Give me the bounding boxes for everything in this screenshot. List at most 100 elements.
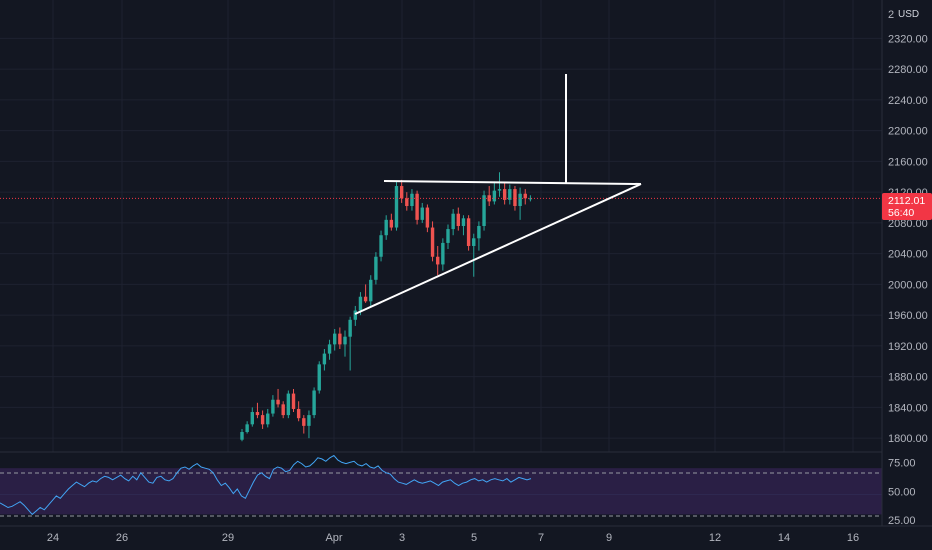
- currency-label[interactable]: USD: [898, 9, 919, 20]
- candle-body: [374, 256, 378, 280]
- candle-body: [333, 333, 337, 345]
- time-tick-label: 9: [606, 532, 612, 544]
- candle-body: [502, 189, 507, 200]
- time-tick-label: 3: [399, 532, 405, 544]
- candle-body: [394, 186, 399, 228]
- candle-body: [312, 390, 316, 416]
- candle-body: [317, 364, 321, 391]
- candle-body: [266, 413, 270, 425]
- candle-body: [250, 412, 254, 425]
- price-tick-label: 2200.00: [888, 126, 928, 138]
- candle-body: [302, 418, 306, 426]
- candle-body: [405, 198, 409, 207]
- rsi-axis[interactable]: 25.00 50.00 75.00: [888, 457, 916, 527]
- rsi-band: [0, 468, 882, 515]
- candle-body: [271, 399, 275, 414]
- time-tick-label: 24: [47, 532, 59, 544]
- last-price-badge-box: [882, 193, 932, 220]
- time-tick-label: 29: [222, 532, 234, 544]
- candle-body: [425, 207, 430, 228]
- time-tick-label: 16: [847, 532, 859, 544]
- triangle-resistance-line[interactable]: [383, 180, 642, 185]
- candle-body: [240, 432, 244, 440]
- candle-body: [472, 238, 476, 246]
- candle-body: [477, 226, 481, 239]
- price-tick-label: 2240.00: [888, 95, 928, 107]
- candle-body: [456, 213, 460, 226]
- rsi-tick-label: 75.00: [888, 457, 916, 469]
- triangle-pattern[interactable]: [354, 74, 642, 315]
- price-axis-top-label: 2: [888, 9, 894, 21]
- candle-body: [307, 415, 311, 426]
- rsi-line: [0, 454, 532, 516]
- price-tick-label: 2160.00: [888, 156, 928, 168]
- price-tick-label: 2080.00: [888, 218, 928, 230]
- candle-body: [399, 186, 404, 199]
- countdown-timer: 56:40: [888, 207, 914, 219]
- last-price-badge: 2112.01 56:40: [882, 193, 932, 220]
- candle-body: [260, 415, 265, 425]
- candle-body: [466, 218, 471, 246]
- price-tick-label: 1920.00: [888, 341, 928, 353]
- price-tick-label: 2040.00: [888, 249, 928, 261]
- candle-body: [389, 219, 394, 228]
- candle-body: [369, 279, 373, 302]
- grid-lines: [0, 0, 882, 452]
- candle-body: [281, 404, 285, 416]
- candle-body: [348, 319, 352, 337]
- price-tick-label: 1960.00: [888, 310, 928, 322]
- time-axis[interactable]: 24 26 29 Apr 3 5 7 9 12 14 16: [47, 532, 859, 544]
- time-tick-label: 7: [538, 532, 544, 544]
- candle-body: [255, 412, 260, 416]
- candle-body: [286, 393, 291, 416]
- price-tick-label: 2280.00: [888, 64, 928, 76]
- candle-body: [363, 296, 368, 302]
- candle-body: [353, 310, 357, 320]
- candle-body: [358, 296, 363, 311]
- time-tick-label: 12: [709, 532, 721, 544]
- last-price-value: 2112.01: [888, 195, 925, 207]
- price-tick-label: 1840.00: [888, 402, 928, 414]
- price-tick-label: 1880.00: [888, 372, 928, 384]
- candle-body: [296, 408, 301, 419]
- price-tick-label: 2000.00: [888, 279, 928, 291]
- candle-body: [451, 213, 455, 230]
- candle-body: [327, 344, 332, 354]
- candle-body: [343, 336, 347, 345]
- candle-body: [410, 193, 414, 207]
- rsi-tick-label: 25.00: [888, 515, 916, 527]
- candle-body: [446, 229, 450, 243]
- candles-group: [240, 172, 533, 442]
- candle-body: [415, 193, 419, 220]
- time-tick-label: Apr: [325, 532, 342, 544]
- candle-body: [492, 190, 497, 202]
- candle-body: [338, 333, 342, 345]
- time-tick-label: 5: [471, 532, 477, 544]
- candle-body: [482, 195, 486, 226]
- candle-body: [322, 353, 327, 365]
- candle-body: [291, 393, 296, 409]
- candle-body: [441, 242, 445, 265]
- candle-body: [384, 219, 388, 236]
- candle-body: [430, 227, 435, 257]
- candle-body: [276, 399, 280, 405]
- candle-body: [508, 189, 512, 200]
- rsi-tick-label: 50.00: [888, 486, 916, 498]
- candle-body: [513, 189, 517, 207]
- time-tick-label: 14: [778, 532, 790, 544]
- candle-body: [420, 207, 424, 220]
- candle-body: [436, 256, 440, 265]
- candle-body: [518, 193, 522, 207]
- candle-body: [528, 198, 533, 200]
- price-tick-label: 1800.00: [888, 433, 928, 445]
- candle-body: [245, 424, 249, 433]
- candle-body: [461, 218, 466, 226]
- price-axis[interactable]: 1800.00 1840.00 1880.00 1920.00 1960.00 2000.…: [888, 33, 928, 445]
- time-tick-label: 26: [116, 532, 128, 544]
- triangle-support-line[interactable]: [354, 183, 642, 315]
- price-tick-label: 2320.00: [888, 33, 928, 45]
- candle-body: [379, 235, 383, 257]
- candle-body: [523, 193, 527, 199]
